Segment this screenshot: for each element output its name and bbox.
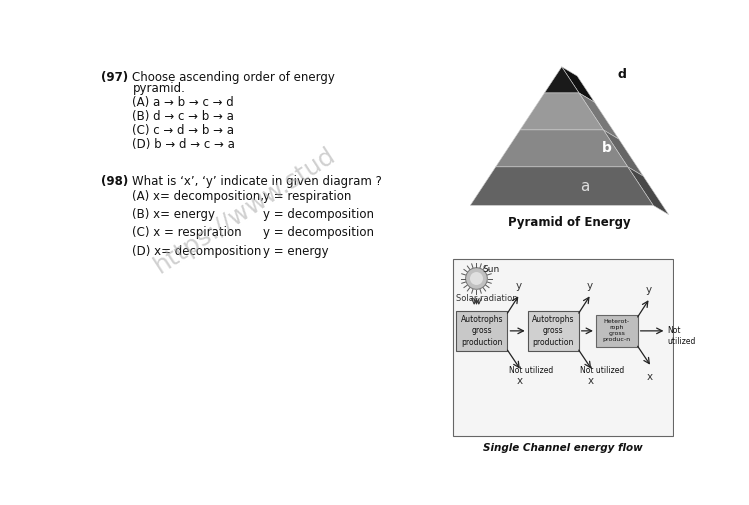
Text: Pyramid of Energy: Pyramid of Energy [508, 216, 631, 229]
Text: Not
utilized: Not utilized [667, 326, 696, 345]
Text: Autotrophs
gross
production: Autotrophs gross production [532, 315, 574, 347]
Polygon shape [470, 167, 653, 206]
Text: (C) c → d → b → a: (C) c → d → b → a [133, 124, 234, 137]
Text: Heterot-
roph
gross
produc-n: Heterot- roph gross produc-n [603, 319, 631, 342]
Text: y: y [646, 285, 652, 295]
Text: d: d [617, 68, 626, 81]
Text: (D) x= decomposition: (D) x= decomposition [133, 245, 261, 259]
Text: x: x [647, 372, 653, 382]
Text: (A) a → b → c → d: (A) a → b → c → d [133, 96, 234, 109]
Polygon shape [604, 130, 643, 176]
Polygon shape [579, 93, 619, 139]
Text: y = respiration: y = respiration [263, 190, 351, 203]
Text: (A) x= decomposition,: (A) x= decomposition, [133, 190, 264, 203]
Polygon shape [496, 130, 628, 167]
Text: c: c [606, 105, 613, 118]
Text: Not utilized: Not utilized [580, 366, 625, 375]
Text: y = decomposition: y = decomposition [263, 226, 374, 239]
Polygon shape [628, 167, 669, 215]
Text: https://www.stud: https://www.stud [150, 143, 340, 278]
Text: y = decomposition: y = decomposition [263, 209, 374, 221]
Text: Single Channel energy flow: Single Channel energy flow [483, 442, 643, 452]
Text: Choose ascending order of energy: Choose ascending order of energy [133, 71, 336, 84]
Text: What is ‘x’, ‘y’ indicate in given diagram ?: What is ‘x’, ‘y’ indicate in given diagr… [133, 175, 382, 187]
Text: Autotrophs
gross
production: Autotrophs gross production [461, 315, 503, 347]
Bar [453, 259, 673, 436]
Text: a: a [580, 179, 589, 193]
Text: Sun: Sun [482, 265, 500, 274]
Bar [456, 311, 508, 351]
Circle shape [466, 268, 488, 289]
Polygon shape [520, 93, 604, 130]
Text: (C) x = respiration: (C) x = respiration [133, 226, 242, 239]
Text: y = energy: y = energy [263, 245, 328, 259]
Text: (98): (98) [101, 175, 129, 187]
Text: x: x [517, 376, 523, 385]
Text: (B) x= energy: (B) x= energy [133, 209, 216, 221]
Text: (B) d → c → b → a: (B) d → c → b → a [133, 110, 234, 123]
Text: (D) b → d → c → a: (D) b → d → c → a [133, 137, 235, 150]
Text: (97): (97) [101, 71, 129, 84]
Text: y: y [586, 281, 592, 291]
Text: x: x [588, 376, 594, 385]
Polygon shape [545, 67, 579, 93]
Text: y: y [515, 281, 521, 291]
Bar [595, 315, 637, 347]
Text: b: b [601, 141, 612, 156]
Circle shape [470, 272, 483, 285]
Text: Not utilized: Not utilized [509, 366, 554, 375]
Text: Solar radiation: Solar radiation [455, 294, 517, 303]
Bar [527, 311, 579, 351]
Polygon shape [562, 67, 595, 102]
Text: pyramid.: pyramid. [133, 82, 185, 95]
